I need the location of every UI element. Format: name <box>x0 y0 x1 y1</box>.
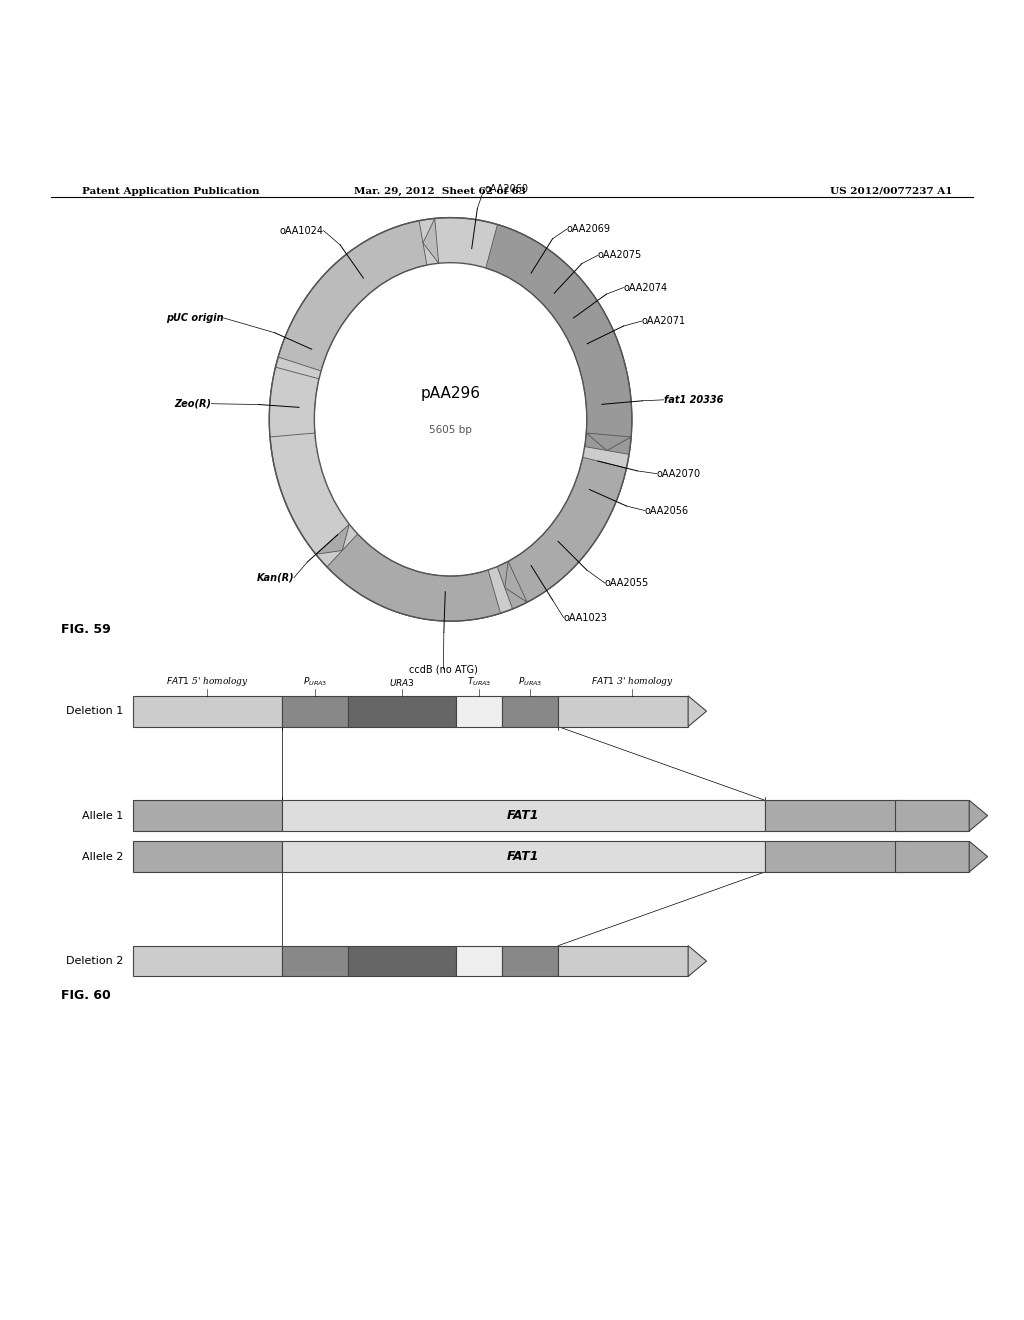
Polygon shape <box>497 457 627 609</box>
Polygon shape <box>315 524 349 554</box>
Ellipse shape <box>314 263 587 576</box>
Polygon shape <box>485 224 632 454</box>
Bar <box>348 945 456 977</box>
Text: oAA1023: oAA1023 <box>563 612 607 623</box>
Text: oAA1024: oAA1024 <box>280 226 324 235</box>
Bar <box>895 800 969 832</box>
Polygon shape <box>327 535 501 622</box>
Bar <box>133 800 282 832</box>
Polygon shape <box>688 945 707 977</box>
Bar <box>282 800 765 832</box>
Text: $P_{URA3}$: $P_{URA3}$ <box>303 675 327 688</box>
Polygon shape <box>969 800 987 832</box>
Text: FIG. 59: FIG. 59 <box>61 623 112 636</box>
Text: oAA2055: oAA2055 <box>605 578 649 587</box>
Text: $P_{URA3}$: $P_{URA3}$ <box>518 675 542 688</box>
Polygon shape <box>505 561 527 602</box>
Bar <box>558 696 688 726</box>
Bar <box>282 945 348 977</box>
Text: ccdB (no ATG): ccdB (no ATG) <box>409 664 478 675</box>
Polygon shape <box>423 218 438 263</box>
Text: oAA2060: oAA2060 <box>484 183 528 194</box>
Text: fat1 20336: fat1 20336 <box>664 395 723 405</box>
Bar <box>502 696 558 726</box>
Text: $\it{FAT1}$ 5' homology: $\it{FAT1}$ 5' homology <box>166 675 249 688</box>
Bar <box>765 841 904 873</box>
Bar <box>282 696 348 726</box>
Text: pUC origin: pUC origin <box>166 313 223 323</box>
Text: $URA3$: $URA3$ <box>389 677 415 688</box>
Text: FIG. 60: FIG. 60 <box>61 989 112 1002</box>
Bar <box>895 841 969 873</box>
Polygon shape <box>279 220 427 371</box>
Bar <box>456 945 502 977</box>
Text: oAA2070: oAA2070 <box>656 469 700 479</box>
Bar <box>133 841 282 873</box>
Text: $T_{URA3}$: $T_{URA3}$ <box>467 675 490 688</box>
Bar <box>133 945 282 977</box>
Text: oAA2074: oAA2074 <box>624 282 668 293</box>
Bar <box>348 696 456 726</box>
Bar <box>502 945 558 977</box>
Polygon shape <box>269 218 632 622</box>
Polygon shape <box>969 841 987 873</box>
Text: Zeo(R): Zeo(R) <box>174 399 211 409</box>
Text: Deletion 2: Deletion 2 <box>66 956 123 966</box>
Text: Patent Application Publication: Patent Application Publication <box>82 187 259 195</box>
Text: Deletion 1: Deletion 1 <box>66 706 123 717</box>
Text: FAT1: FAT1 <box>507 809 540 822</box>
Text: Allele 1: Allele 1 <box>82 810 123 821</box>
Text: 5605 bp: 5605 bp <box>429 425 472 434</box>
Text: oAA2071: oAA2071 <box>642 315 686 326</box>
Text: US 2012/0077237 A1: US 2012/0077237 A1 <box>829 187 952 195</box>
Polygon shape <box>269 367 319 437</box>
Bar <box>133 696 282 726</box>
Text: FAT1: FAT1 <box>507 850 540 863</box>
Polygon shape <box>688 696 707 726</box>
Polygon shape <box>586 433 631 450</box>
Text: oAA2069: oAA2069 <box>566 224 610 234</box>
Text: oAA2056: oAA2056 <box>645 506 689 516</box>
Text: Mar. 29, 2012  Sheet 62 of 63: Mar. 29, 2012 Sheet 62 of 63 <box>354 187 526 195</box>
Text: oAA2075: oAA2075 <box>598 251 642 260</box>
Bar <box>456 696 502 726</box>
Text: Allele 2: Allele 2 <box>82 851 123 862</box>
Bar <box>558 945 688 977</box>
Text: Kan(R): Kan(R) <box>256 573 294 582</box>
Bar <box>282 841 765 873</box>
Bar <box>765 800 904 832</box>
Text: $\it{FAT1}$ 3' homology: $\it{FAT1}$ 3' homology <box>591 675 674 688</box>
Text: pAA296: pAA296 <box>421 387 480 401</box>
